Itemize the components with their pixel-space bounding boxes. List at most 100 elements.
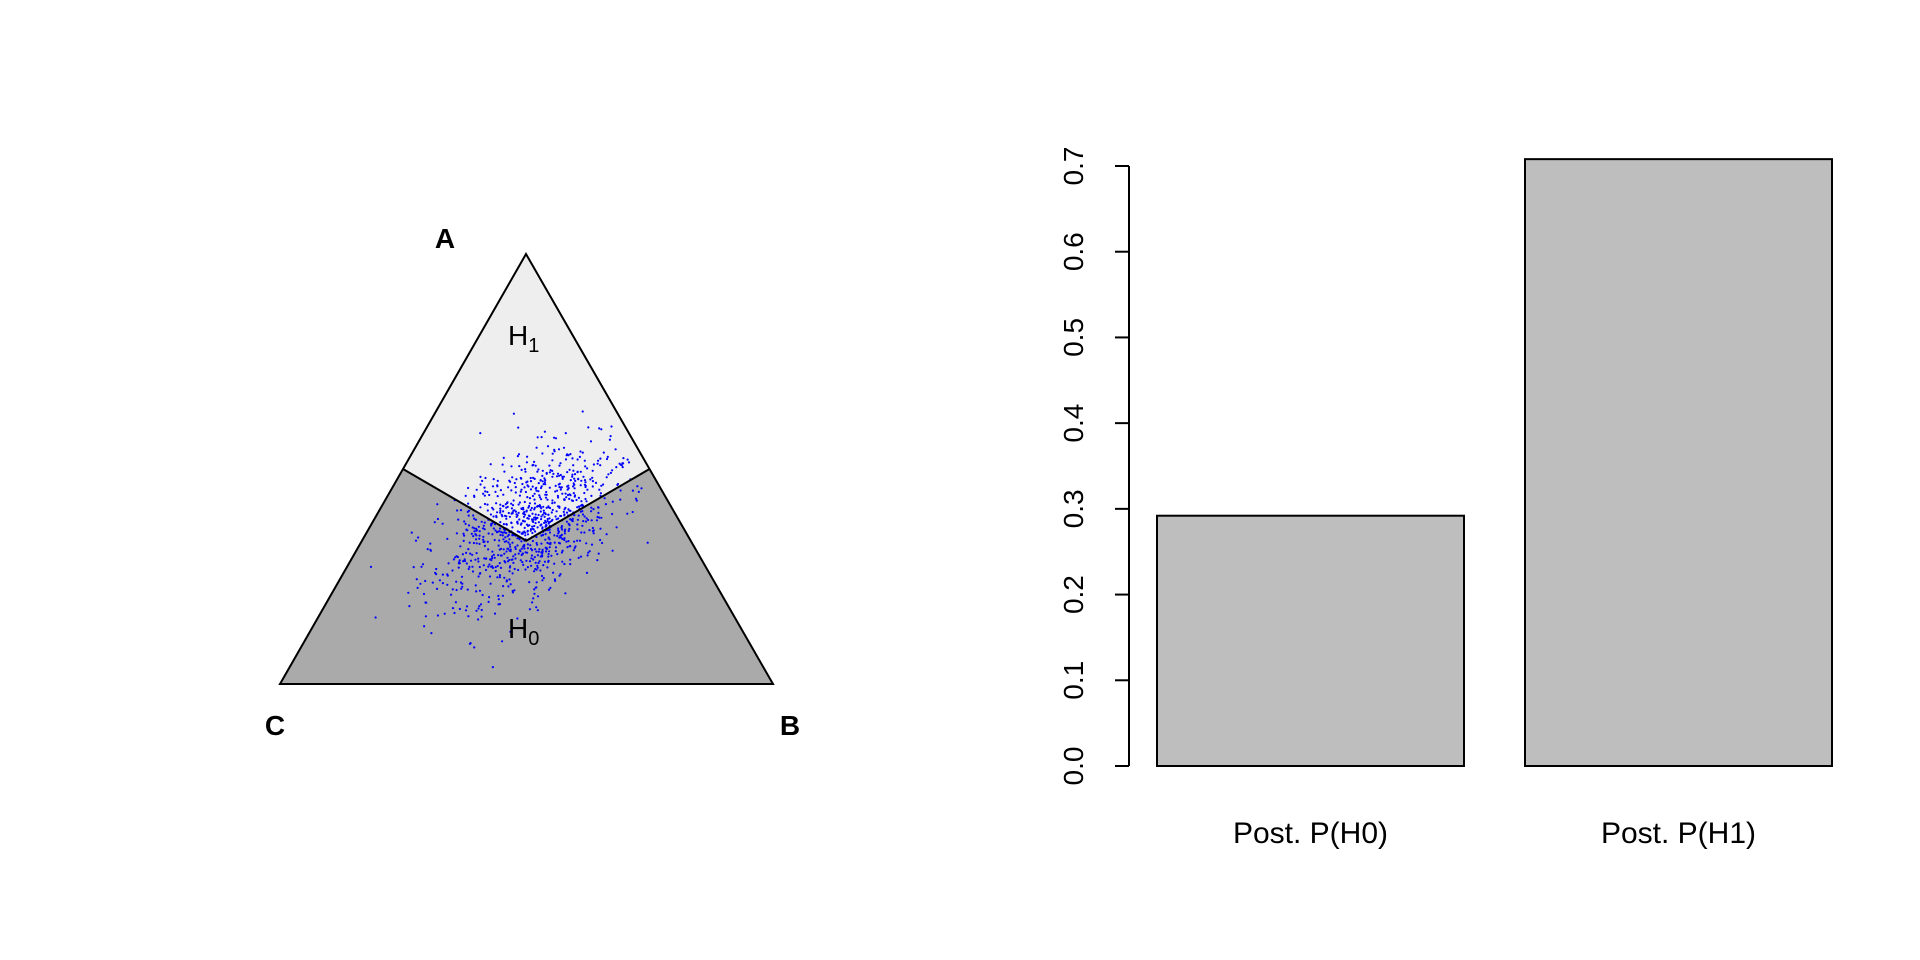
sample-point	[563, 498, 566, 501]
sample-point	[526, 484, 529, 487]
x-axis-labels: Post. P(H0) Post. P(H1)	[1233, 817, 1756, 850]
sample-point	[491, 522, 494, 525]
sample-point	[583, 515, 586, 518]
sample-point	[490, 565, 493, 568]
sample-point	[576, 518, 580, 521]
sample-point	[597, 506, 600, 509]
sample-point	[536, 470, 539, 473]
sample-point	[573, 494, 577, 497]
sample-point	[591, 526, 595, 530]
sample-point	[505, 531, 508, 535]
sample-point	[589, 440, 593, 443]
sample-point	[526, 547, 530, 550]
sample-point	[496, 576, 499, 579]
sample-point	[433, 521, 436, 524]
sample-point	[561, 477, 564, 480]
sample-point	[544, 479, 547, 482]
sample-point	[541, 554, 544, 557]
sample-point	[562, 446, 566, 449]
sample-point	[508, 538, 511, 541]
sample-point	[569, 563, 572, 566]
sample-point	[487, 548, 490, 551]
sample-point	[546, 541, 549, 545]
sample-point	[467, 567, 470, 571]
sample-point	[536, 595, 540, 598]
sample-point	[544, 496, 548, 499]
sample-point	[498, 562, 501, 565]
sample-point	[605, 533, 608, 536]
sample-point	[441, 522, 444, 525]
sample-point	[526, 543, 530, 546]
sample-point	[477, 607, 480, 610]
sample-point	[536, 543, 539, 546]
sample-point	[579, 555, 583, 558]
sample-point	[541, 534, 544, 537]
sample-point	[582, 520, 585, 523]
sample-point	[577, 496, 581, 499]
sample-point	[509, 565, 512, 568]
sample-point	[577, 477, 580, 480]
sample-point	[452, 558, 455, 561]
sample-point	[460, 575, 464, 578]
sample-point	[479, 432, 482, 435]
sample-point	[620, 464, 623, 467]
sample-point	[554, 437, 558, 440]
sample-point	[569, 479, 572, 482]
sample-point	[578, 539, 582, 542]
sample-point	[467, 615, 470, 618]
sample-point	[510, 507, 513, 510]
sample-point	[499, 511, 502, 514]
sample-point	[507, 533, 510, 537]
sample-point	[532, 520, 535, 524]
sample-point	[526, 533, 530, 536]
sample-point	[465, 605, 469, 608]
sample-point	[501, 640, 504, 643]
sample-point	[520, 488, 523, 491]
triangle-outline	[278, 251, 775, 685]
sample-point	[586, 467, 589, 470]
y-tick-label: 0.6	[1058, 232, 1089, 271]
sample-point	[597, 552, 600, 555]
sample-point	[576, 539, 579, 542]
sample-point	[550, 554, 553, 557]
sample-point	[508, 570, 511, 573]
sample-point	[510, 489, 513, 492]
sample-point	[551, 469, 554, 472]
sample-point	[544, 512, 547, 515]
sample-point	[505, 540, 508, 543]
sample-point	[465, 562, 468, 565]
sample-point	[605, 457, 609, 461]
sample-point	[508, 515, 511, 518]
sample-point	[592, 463, 596, 466]
sample-point	[496, 511, 499, 514]
sample-point	[480, 608, 483, 612]
sample-point	[572, 464, 575, 467]
sample-point	[467, 524, 471, 527]
sample-point	[542, 564, 545, 567]
sample-point	[637, 490, 640, 493]
sample-point	[557, 448, 561, 451]
sample-point	[441, 582, 444, 585]
sample-point	[584, 481, 587, 484]
sample-point	[415, 578, 418, 581]
sample-point	[564, 432, 567, 435]
sample-point	[525, 523, 529, 526]
sample-point	[557, 517, 560, 520]
sample-point	[541, 551, 544, 555]
sample-point	[596, 559, 599, 562]
sample-point	[535, 568, 538, 571]
sample-point	[502, 456, 505, 459]
sample-point	[509, 583, 512, 586]
sample-point	[540, 498, 543, 501]
sample-point	[588, 550, 591, 553]
sample-point	[550, 519, 553, 523]
sample-point	[548, 546, 551, 549]
sample-point	[446, 574, 449, 577]
sample-point	[453, 611, 456, 615]
sample-point	[584, 485, 587, 489]
sample-point	[531, 549, 534, 552]
sample-point	[544, 519, 547, 523]
sample-point	[609, 435, 612, 438]
sample-point	[557, 483, 560, 486]
